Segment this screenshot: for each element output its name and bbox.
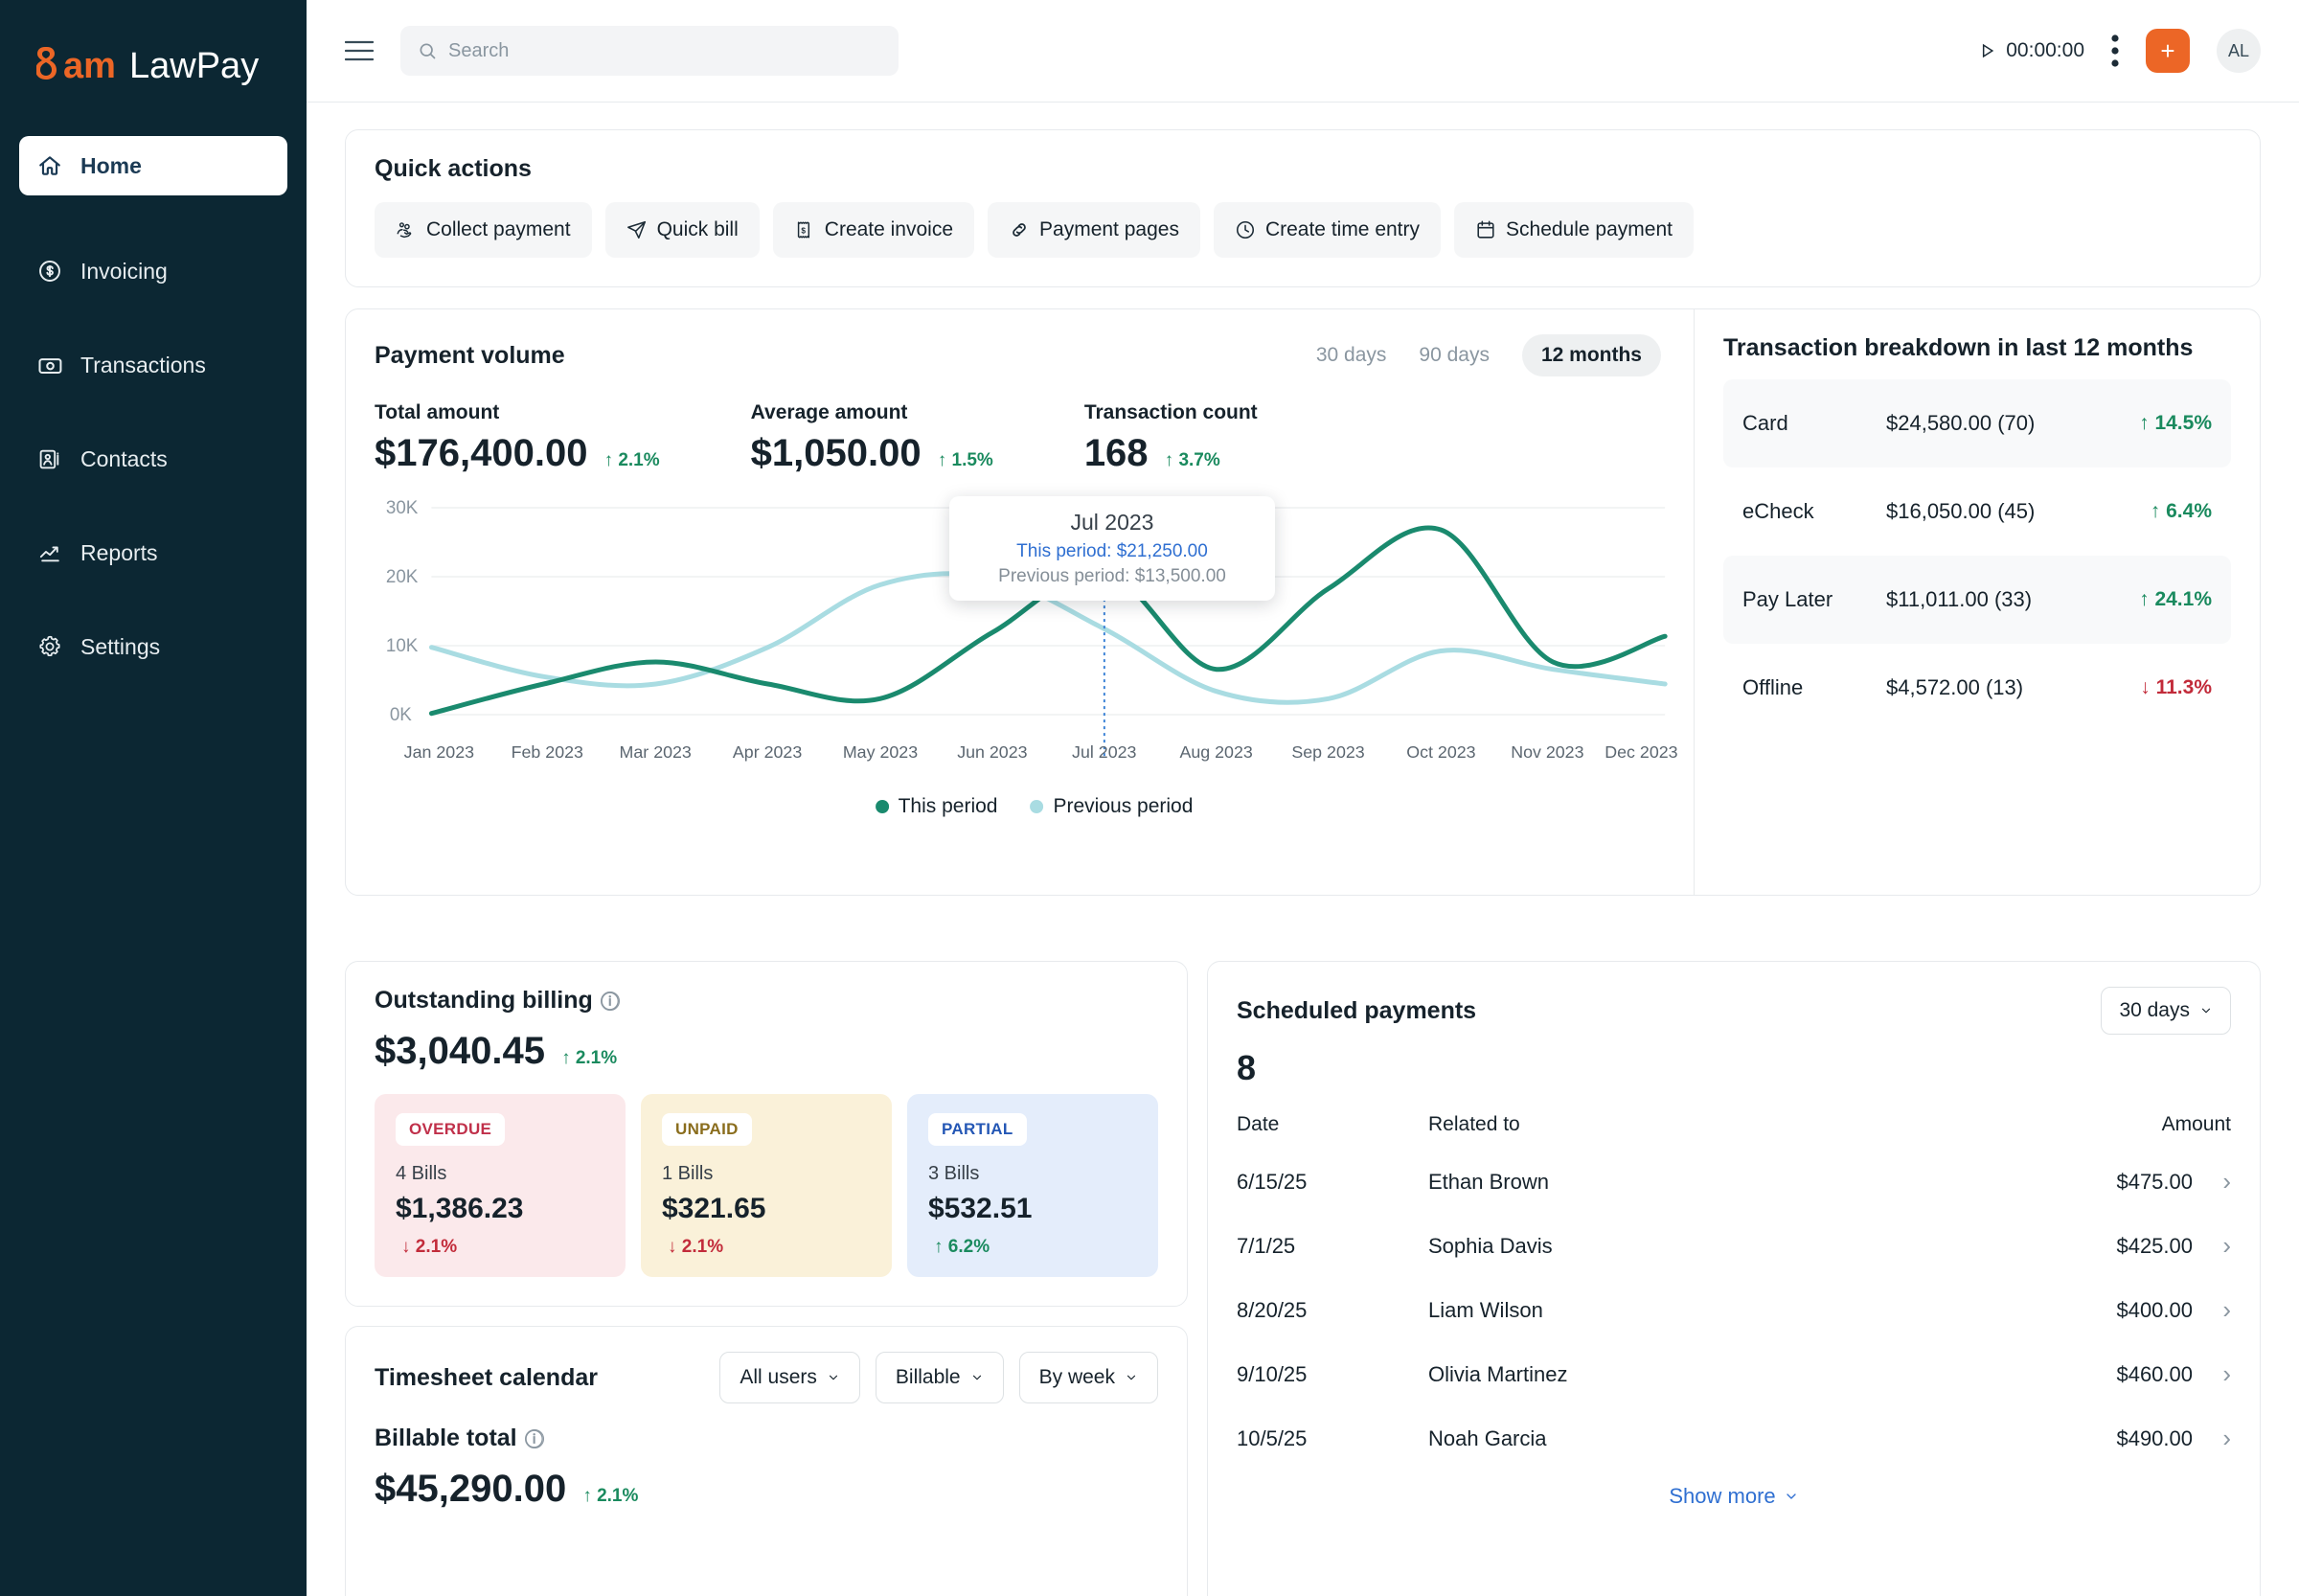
svg-text:LawPay: LawPay — [129, 46, 259, 86]
svg-text:0K: 0K — [390, 705, 412, 725]
svg-text:20K: 20K — [386, 567, 419, 587]
svg-text:Jan 2023: Jan 2023 — [404, 742, 474, 762]
svg-text:Oct 2023: Oct 2023 — [1406, 742, 1475, 762]
svg-text:Aug 2023: Aug 2023 — [1179, 742, 1252, 762]
svg-text:am: am — [63, 46, 116, 86]
svg-text:Nov 2023: Nov 2023 — [1511, 742, 1583, 762]
svg-text:$: $ — [801, 227, 806, 236]
svg-text:Dec 2023: Dec 2023 — [1605, 742, 1677, 762]
svg-text:Jul 2023: Jul 2023 — [1072, 742, 1136, 762]
svg-text:10K: 10K — [386, 636, 419, 656]
svg-text:Mar 2023: Mar 2023 — [620, 742, 692, 762]
svg-text:Sep 2023: Sep 2023 — [1291, 742, 1364, 762]
svg-text:Apr 2023: Apr 2023 — [733, 742, 802, 762]
svg-text:Jun 2023: Jun 2023 — [957, 742, 1027, 762]
svg-text:30K: 30K — [386, 498, 419, 518]
svg-text:Feb 2023: Feb 2023 — [512, 742, 583, 762]
svg-text:May 2023: May 2023 — [843, 742, 918, 762]
